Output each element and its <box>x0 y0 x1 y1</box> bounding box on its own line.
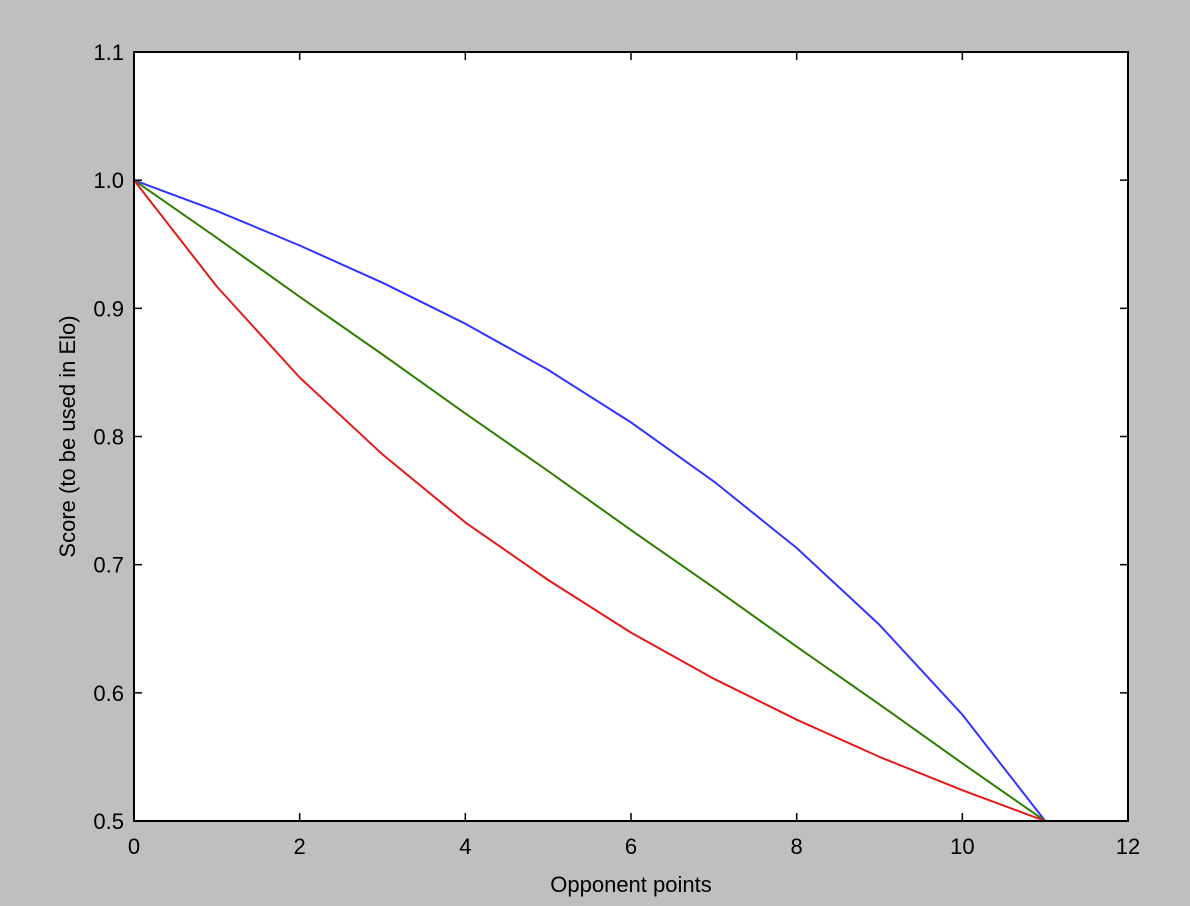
y-tick-label: 1.1 <box>93 40 124 65</box>
series-line-3 <box>133 179 1046 822</box>
y-tick-label: 0.9 <box>93 296 124 321</box>
y-tick-label: 0.8 <box>93 425 124 450</box>
y-tick-label: 0.5 <box>93 809 124 834</box>
series-layer <box>133 179 1046 822</box>
x-tick-labels: 0 2 4 6 8 10 12 <box>128 834 1140 859</box>
x-tick-label: 4 <box>459 834 471 859</box>
x-axis-label: Opponent points <box>550 872 711 897</box>
y-tick-label: 0.6 <box>93 681 124 706</box>
y-tick-labels: 0.5 0.6 0.7 0.8 0.9 1.0 1.1 <box>93 40 124 834</box>
y-tick-label: 1.0 <box>93 168 124 193</box>
x-tick-label: 0 <box>128 834 140 859</box>
x-tick-label: 10 <box>950 834 974 859</box>
ticks-layer <box>133 51 1129 822</box>
x-tick-label: 12 <box>1116 834 1140 859</box>
y-tick-label: 0.7 <box>93 553 124 578</box>
x-tick-label: 6 <box>625 834 637 859</box>
y-axis-label: Score (to be used in Elo) <box>55 315 80 557</box>
x-tick-label: 2 <box>294 834 306 859</box>
x-tick-label: 8 <box>791 834 803 859</box>
series-line-2 <box>133 179 1046 822</box>
plot-area <box>134 52 1128 821</box>
series-line-1 <box>133 179 1046 822</box>
